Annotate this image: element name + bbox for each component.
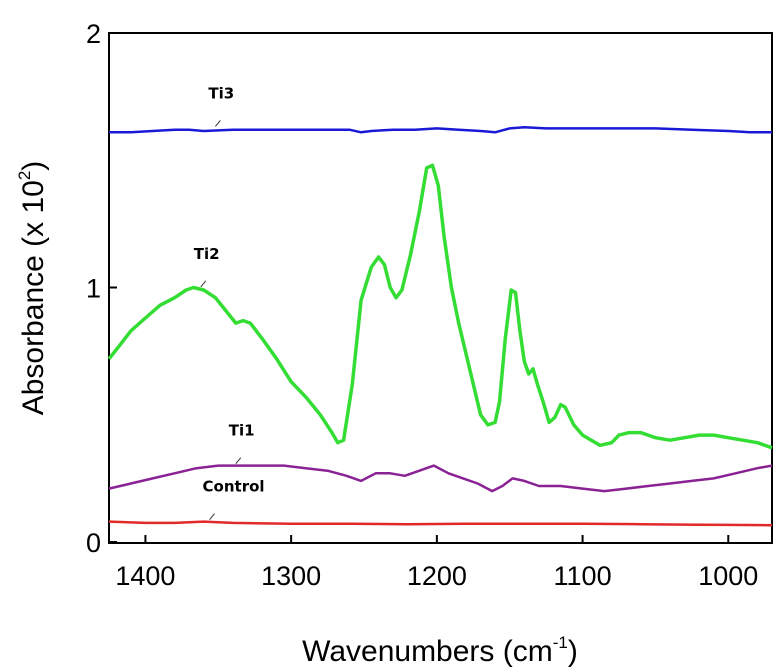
annotation-leader-control (209, 513, 215, 520)
y-tick-label: 2 (86, 19, 101, 49)
annotation-leader-ti2 (200, 280, 207, 288)
x-tick-label: 1400 (115, 561, 175, 591)
x-axis-title-end: ) (568, 635, 578, 668)
x-axis-title-base: Wavenumbers (cm (302, 635, 553, 668)
y-axis-title-sup: 2 (15, 171, 34, 180)
annotation-leader-ti3 (214, 120, 221, 127)
annotation-leader-ti1 (235, 457, 242, 464)
x-tick-label: 1000 (698, 561, 758, 591)
series-line-ti3 (109, 125, 772, 134)
x-axis-title-sup: -1 (553, 633, 568, 652)
x-tick-label: 1200 (407, 561, 467, 591)
series-line-control (108, 520, 773, 527)
series-line-ti2 (107, 163, 773, 450)
y-axis-title: Absorbance (x 102) (15, 161, 50, 416)
y-ticks: 0 1 2 (86, 19, 117, 558)
y-axis-title-end: ) (17, 161, 50, 171)
annotation-label-control: Control (203, 478, 265, 496)
annotation-label-ti3: Ti3 (208, 84, 234, 102)
y-axis-title-base: Absorbance (x 10 (17, 180, 50, 415)
series-line-ti1 (108, 464, 773, 493)
series-layer (107, 125, 773, 527)
y-tick-label: 0 (86, 528, 101, 558)
annotation-label-ti2: Ti2 (194, 245, 220, 263)
x-ticks: 1400 1300 1200 1100 1000 (115, 535, 758, 591)
x-tick-label: 1100 (554, 561, 612, 591)
x-axis-title: Wavenumbers (cm-1) (302, 633, 578, 668)
annotation-layer: Ti3 Ti2 Ti1 Control (194, 84, 265, 520)
annotation-label-ti1: Ti1 (229, 422, 255, 440)
y-tick-label: 1 (86, 274, 101, 304)
x-tick-label: 1300 (261, 561, 321, 591)
